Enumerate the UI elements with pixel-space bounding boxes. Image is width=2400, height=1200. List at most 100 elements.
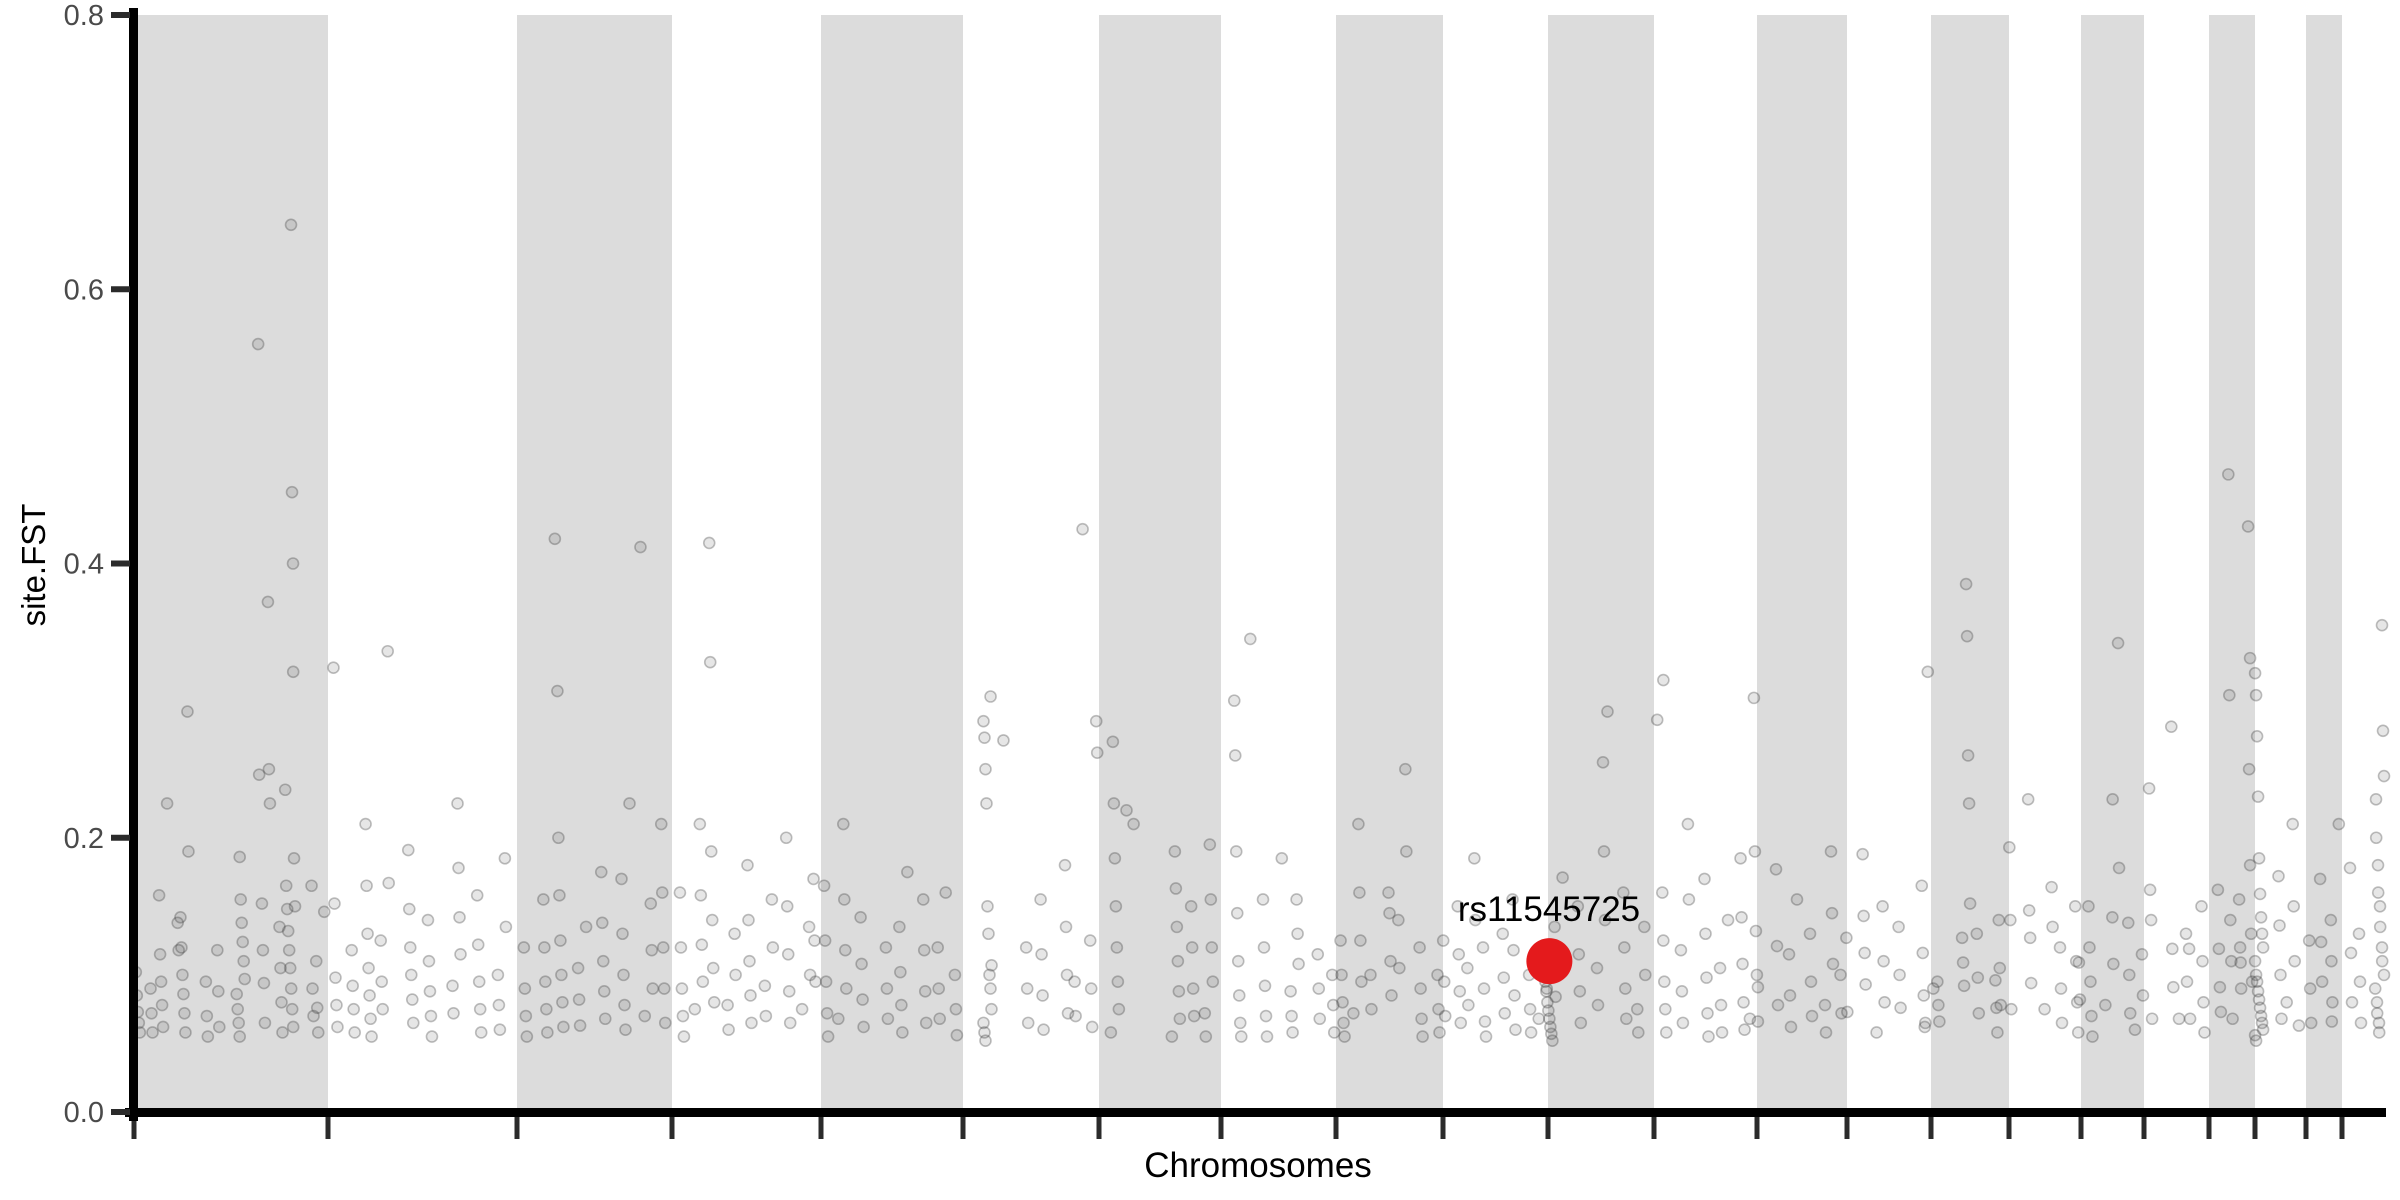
snp-point xyxy=(2352,927,2366,941)
chromosome-band-7 xyxy=(1099,15,1221,1112)
snp-point xyxy=(1497,971,1511,984)
snp-point xyxy=(2250,975,2264,989)
snp-point xyxy=(2369,793,2383,806)
snp-point xyxy=(1058,858,1072,872)
snp-point xyxy=(362,961,375,975)
snp-point xyxy=(979,1034,992,1047)
snp-point xyxy=(2038,1002,2051,1016)
snp-point xyxy=(694,889,708,902)
snp-point xyxy=(1508,989,1521,1002)
snp-point xyxy=(1021,1016,1035,1030)
snp-point xyxy=(2135,948,2149,961)
snp-point xyxy=(2172,1012,2186,1026)
chromosome-band-17 xyxy=(2081,15,2144,1112)
snp-point xyxy=(283,961,297,975)
snp-point xyxy=(1878,995,1891,1009)
snp-point xyxy=(2288,954,2301,968)
snp-point xyxy=(703,655,717,669)
snp-point xyxy=(1337,1016,1350,1030)
snp-point xyxy=(880,982,894,995)
snp-point xyxy=(328,897,341,910)
snp-point xyxy=(262,762,276,776)
snp-point xyxy=(1198,1006,1212,1020)
snp-point xyxy=(721,998,734,1012)
snp-point xyxy=(1059,920,1073,934)
snp-point xyxy=(2242,762,2256,776)
snp-point xyxy=(2250,729,2264,743)
snp-point xyxy=(596,954,610,968)
snp-point xyxy=(2314,935,2328,949)
snp-point xyxy=(1111,975,1125,989)
snp-point xyxy=(1036,989,1049,1002)
snp-point xyxy=(1927,982,1940,995)
snp-point xyxy=(144,982,157,995)
snp-point xyxy=(382,876,396,890)
snp-point xyxy=(1556,871,1569,884)
snp-point xyxy=(499,920,513,934)
snp-point xyxy=(1747,691,1761,705)
snp-point xyxy=(802,920,816,934)
snp-point xyxy=(1313,1012,1327,1026)
snp-point xyxy=(2123,1006,2137,1020)
snp-point xyxy=(1960,629,1974,643)
snp-point xyxy=(2343,861,2357,875)
snp-point xyxy=(305,879,318,893)
snp-point xyxy=(311,1026,325,1039)
snp-point xyxy=(470,889,484,902)
snp-point xyxy=(541,1026,554,1039)
snp-point xyxy=(1990,1001,2003,1015)
snp-point xyxy=(2353,975,2367,989)
snp-point xyxy=(1256,893,1270,906)
snp-point xyxy=(421,913,435,927)
snp-point xyxy=(1804,975,1818,989)
snp-point xyxy=(1771,998,1785,1012)
snp-point xyxy=(1170,920,1184,934)
snp-point xyxy=(282,943,296,957)
snp-point xyxy=(2326,995,2339,1009)
snp-point xyxy=(1385,989,1398,1002)
snp-point xyxy=(211,943,224,957)
snp-point xyxy=(1085,1020,1099,1034)
snp-point xyxy=(1682,893,1696,906)
snp-point xyxy=(2373,900,2387,913)
snp-point xyxy=(838,943,852,957)
snp-point xyxy=(1084,982,1098,995)
snp-point xyxy=(1431,968,1444,982)
x-axis-line xyxy=(125,1108,2386,1117)
snp-point xyxy=(237,954,250,968)
snp-point xyxy=(1172,985,1186,998)
snp-point xyxy=(2370,1006,2384,1020)
snp-point xyxy=(2332,817,2346,831)
snp-point xyxy=(745,1016,758,1030)
snp-point xyxy=(656,941,670,954)
snp-point xyxy=(491,968,505,982)
snp-point xyxy=(1955,931,1969,945)
snp-point xyxy=(1532,1012,1546,1026)
snp-point xyxy=(917,943,931,957)
snp-point xyxy=(2145,1012,2159,1026)
snp-point xyxy=(1675,985,1689,998)
snp-point xyxy=(1856,847,1869,861)
snp-point xyxy=(1549,990,1562,1004)
snp-point xyxy=(274,961,287,975)
snp-point xyxy=(1127,817,1140,831)
snp-point xyxy=(1893,968,1906,982)
snp-point xyxy=(741,858,754,872)
snp-point xyxy=(984,982,997,995)
snp-point xyxy=(1076,522,1089,536)
snp-point xyxy=(618,998,631,1012)
snp-point xyxy=(276,1026,289,1039)
snp-point xyxy=(252,768,266,781)
snp-point xyxy=(1232,989,1246,1002)
snp-point xyxy=(1068,975,1081,989)
snp-point xyxy=(646,982,660,995)
snp-point xyxy=(2255,927,2269,941)
snp-point xyxy=(552,831,565,845)
snp-point xyxy=(1824,845,1838,858)
snp-point xyxy=(1186,982,1200,995)
snp-point xyxy=(273,920,286,934)
snp-point xyxy=(517,941,531,954)
snp-point xyxy=(1825,906,1839,920)
snp-point xyxy=(2046,920,2059,934)
